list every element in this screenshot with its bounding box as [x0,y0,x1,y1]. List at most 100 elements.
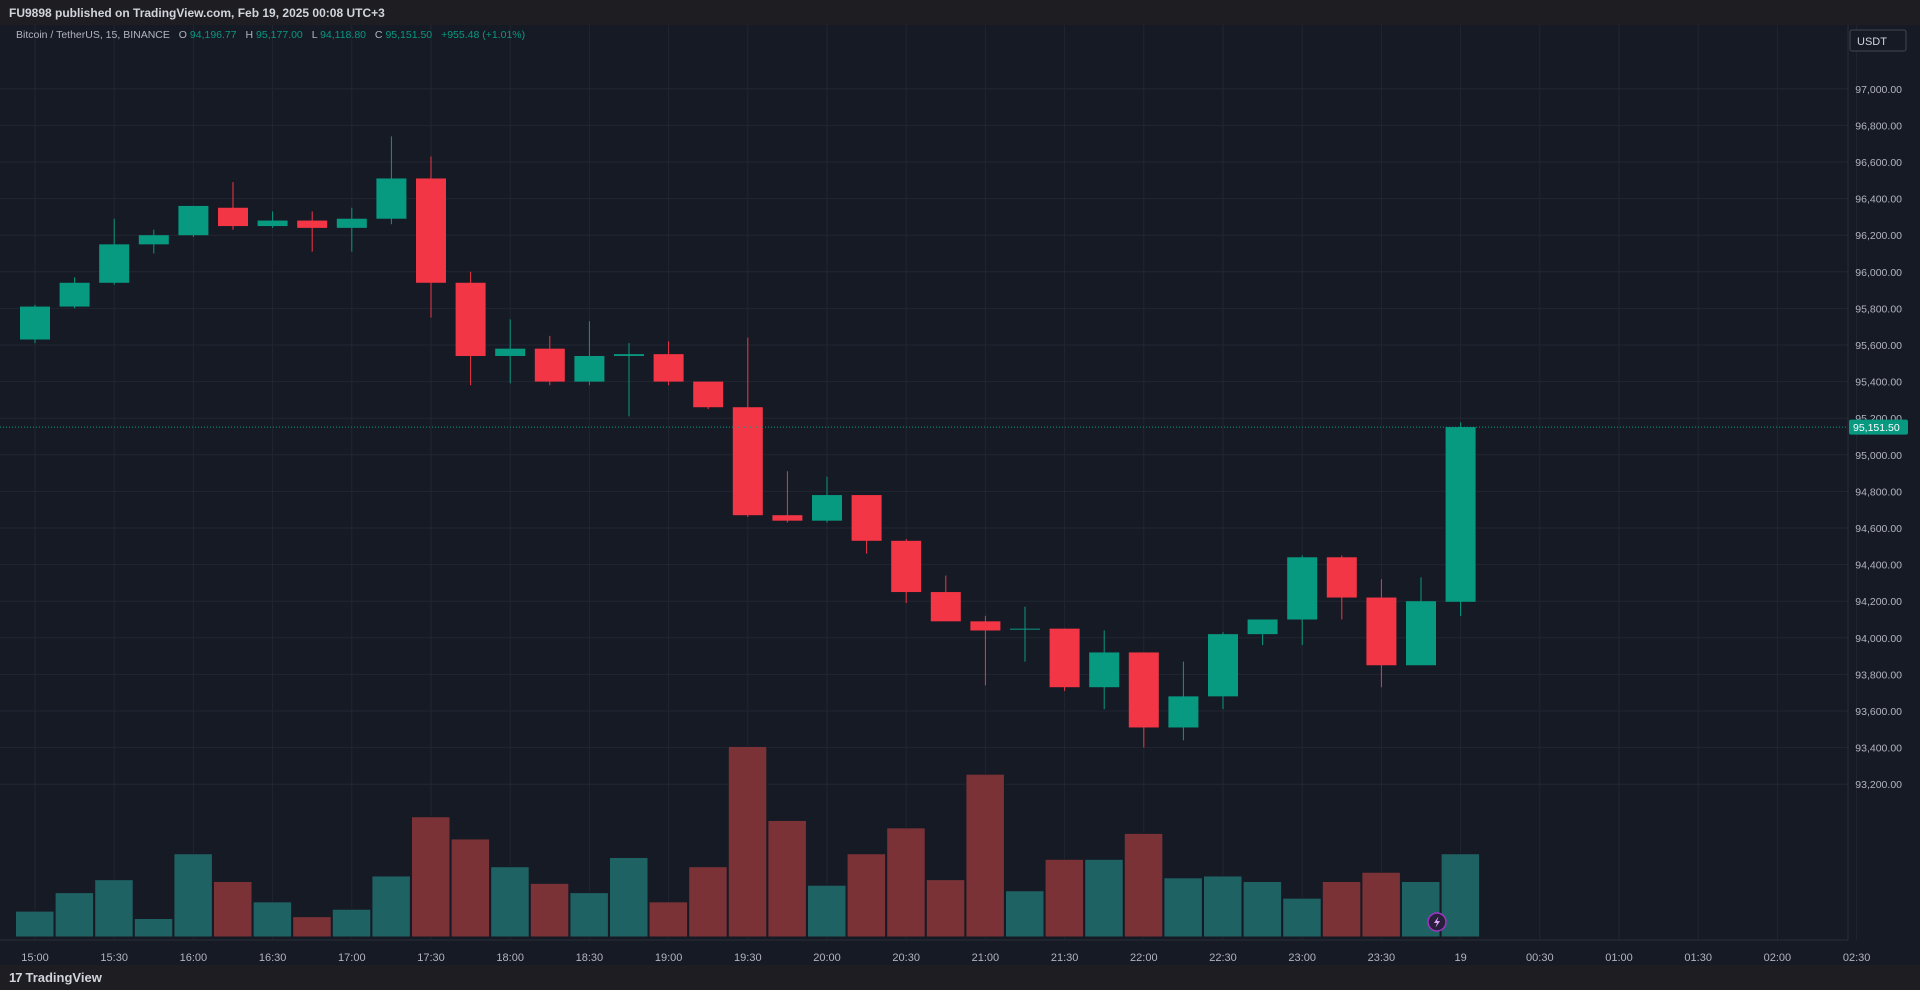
lightning-icon[interactable] [1427,912,1447,932]
time-tick-label: 17:00 [338,952,366,964]
volume-bar [1361,871,1401,938]
candle [1287,555,1318,646]
candle-body [1287,557,1318,620]
candle-body [59,282,90,307]
volume-bar [331,908,372,938]
time-tick-label: 15:30 [100,952,128,964]
change-value: +955.48 (+1.01%) [441,29,525,41]
price-tick-label: 93,200.00 [1855,779,1902,791]
price-tick-label: 96,600.00 [1855,157,1902,169]
last-price-tag: 95,151.50 [1849,419,1908,435]
price-tick-label: 94,800.00 [1855,486,1902,498]
publish-info: FU9898 published on TradingView.com, Feb… [9,6,385,20]
candle-body [297,220,328,228]
candle-body [812,495,842,521]
tradingview-logo-text: TradingView [25,970,102,985]
candle [772,471,803,523]
time-tick-label: 18:30 [576,952,604,964]
volume-bar [1203,875,1243,938]
volume-bar [807,884,847,938]
candle [99,218,130,285]
candle-body [1089,652,1120,688]
candle-body [614,354,644,356]
candle [416,156,446,318]
volume-bar [133,918,174,938]
candle-body [534,348,565,382]
candle [1247,619,1278,646]
candlestick-chart[interactable]: Bitcoin / TetherUS, 15, BINANCE O 94,196… [0,25,1920,965]
candle-body [138,235,169,245]
candle-body [495,348,526,356]
time-axis[interactable]: 15:00 15:30 16:00 16:30 17:00 17:30 18:00 18:30… [21,952,1870,964]
grid-lines [0,25,1858,940]
volume-bar [648,901,689,938]
chart-background [0,25,1920,965]
time-tick-label: 20:30 [892,952,920,964]
volume-bar [1005,890,1045,938]
candle-body [1445,427,1476,602]
volume-bar [1084,858,1124,938]
chart-frame[interactable]: Bitcoin / TetherUS, 15, BINANCE O 94,196… [0,25,1920,965]
candle [653,341,684,386]
price-tick-label: 96,400.00 [1855,194,1902,206]
time-tick-label: 00:30 [1526,952,1554,964]
volume-bar [411,816,451,938]
candle [534,335,565,386]
currency-button[interactable]: USDT [1849,29,1907,52]
time-tick-label: 18:00 [496,952,524,964]
candle-body [376,178,407,219]
volume-bar [1123,832,1164,938]
price-tick-label: 96,800.00 [1855,120,1902,132]
candle-body [574,355,605,382]
price-tick-label: 95,800.00 [1855,303,1902,315]
price-tick-label: 94,200.00 [1855,596,1902,608]
price-tick-label: 96,200.00 [1855,230,1902,242]
high-value: 95,177.00 [256,29,303,41]
low-value: 94,118.80 [320,29,366,41]
candle [1406,577,1436,666]
candle [1128,652,1159,748]
candle [1168,661,1199,741]
candle-body [257,220,288,227]
volume-bar [1242,881,1283,938]
tradingview-logo[interactable]: 17 TradingView [9,970,102,985]
candle-body [178,205,209,236]
candle [1208,632,1238,710]
price-axis[interactable]: 97,000.00 96,800.00 96,600.00 96,400.00 96,2… [1847,25,1902,940]
volume-bar [450,838,491,938]
candle-body [772,515,803,521]
time-tick-label: 17:30 [417,952,445,964]
candle [178,205,209,238]
candle-body [336,218,367,228]
volume-bar [252,901,293,938]
candle-body [970,621,1001,631]
candle-body [1049,628,1080,688]
candle [614,343,644,417]
candle [1326,555,1357,620]
candle-body [930,592,961,622]
candle [20,304,50,344]
candle-body [218,207,248,227]
candle-body [732,407,763,516]
candle-body [1128,652,1159,728]
candle-body [1208,634,1238,697]
volume-bar [292,916,332,938]
tradingview-mark-icon: 17 [9,970,23,985]
candle-body [1168,696,1199,728]
price-tick-label: 94,000.00 [1855,633,1902,645]
candle [1049,628,1080,691]
volume-bar [1163,877,1203,938]
volume-bar [94,879,134,938]
time-tick-label: 21:30 [1051,952,1079,964]
price-tick-label: 95,600.00 [1855,340,1902,352]
candle [59,277,90,309]
price-tick-label: 96,000.00 [1855,267,1902,279]
close-value: 95,151.50 [385,29,432,41]
candle-body [1406,601,1436,666]
candle [495,319,526,384]
price-tick-label: 94,600.00 [1855,523,1902,535]
volume-bar [727,745,768,938]
time-tick-label: 02:00 [1764,952,1792,964]
candle [218,182,248,230]
volume-bar [965,773,1005,938]
